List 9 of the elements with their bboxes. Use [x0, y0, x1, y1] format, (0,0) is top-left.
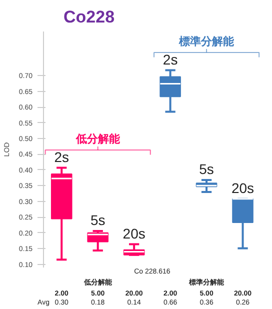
annotation: 2s: [162, 51, 178, 68]
annotation: 20s: [231, 180, 254, 196]
annotation: 5s: [199, 161, 214, 178]
annotation: 5s: [90, 212, 106, 228]
annotation: 低分解能: [74, 132, 121, 146]
annotation: 2s: [54, 148, 70, 165]
chart-title: Co228: [64, 8, 115, 26]
annotation: 標準分解能: [178, 34, 236, 48]
annotation: 20s: [122, 225, 146, 242]
